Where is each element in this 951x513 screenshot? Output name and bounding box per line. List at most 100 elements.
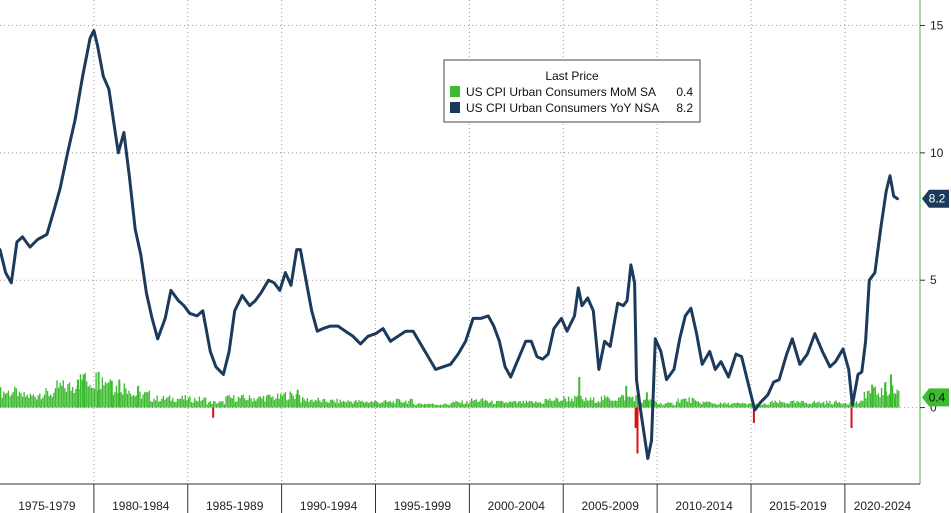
mom-bar (165, 398, 168, 408)
mom-bar (176, 398, 179, 408)
mom-bar (616, 400, 618, 408)
x-period-label-0: 1975-1979 (18, 499, 76, 513)
mom-bar (478, 401, 481, 408)
mom-bar (211, 403, 213, 408)
mom-bar (40, 399, 43, 408)
mom-bar (541, 403, 543, 408)
mom-bar (206, 404, 208, 408)
mom-bar-spike-0 (76, 379, 79, 408)
mom-bar (536, 402, 538, 408)
mom-bar (461, 400, 463, 408)
mom-bar (200, 400, 202, 408)
mom-bar (104, 382, 107, 408)
mom-bar (513, 401, 515, 408)
mom-bar (392, 401, 395, 408)
mom-bar (772, 402, 775, 408)
mom-bar (491, 400, 493, 408)
mom-bar (730, 404, 733, 408)
mom-bar (477, 402, 479, 408)
mom-bar (344, 401, 346, 408)
mom-bar (75, 389, 77, 408)
mom-bar (147, 392, 149, 408)
mom-bar (816, 402, 819, 408)
mom-bar (600, 396, 603, 408)
x-period-label-7: 2010-2014 (675, 499, 733, 513)
mom-bar (846, 404, 848, 408)
mom-bar (882, 395, 884, 408)
mom-bar (571, 398, 573, 408)
mom-bar (801, 400, 803, 408)
mom-bar (832, 404, 834, 408)
mom-bar (553, 400, 556, 408)
mom-bar (43, 394, 46, 408)
mom-bar (679, 402, 681, 408)
mom-bar (403, 402, 405, 408)
mom-bar (469, 401, 471, 408)
mom-bar (87, 386, 89, 408)
mom-bar (256, 398, 258, 408)
mom-bar (103, 385, 105, 408)
mom-bar-spike-4 (118, 379, 121, 408)
mom-bar (719, 402, 722, 408)
mom-bar (898, 390, 900, 408)
mom-bar (434, 404, 437, 408)
mom-bar-spike-8 (578, 377, 581, 408)
mom-bar (630, 397, 632, 408)
mom-bar (715, 404, 717, 408)
mom-bar (575, 396, 578, 408)
mom-bar (109, 379, 111, 408)
mom-bar (413, 403, 415, 408)
mom-bar (92, 387, 94, 408)
mom-bar (829, 400, 831, 408)
mom-bar (53, 392, 55, 408)
mom-bar (28, 397, 30, 408)
mom-bar (887, 395, 889, 408)
mom-bar (64, 387, 66, 408)
mom-bar (704, 402, 706, 408)
mom-bar (580, 395, 582, 408)
mom-bar (760, 405, 762, 408)
mom-bar (472, 400, 474, 408)
mom-bar (668, 402, 670, 408)
mom-bar (420, 404, 423, 408)
mom-bar (855, 401, 858, 408)
mom-bar (585, 397, 587, 408)
mom-bar (353, 401, 355, 408)
mom-bar (42, 397, 44, 408)
mom-bar (622, 395, 625, 408)
mom-bar (485, 399, 487, 408)
mom-bar (511, 401, 513, 408)
mom-bar (239, 397, 241, 408)
mom-bar (158, 401, 160, 408)
mom-bar (68, 382, 71, 408)
mom-bar (854, 402, 856, 408)
mom-bar (35, 399, 38, 408)
mom-bar (474, 400, 476, 408)
mom-bar (503, 403, 506, 408)
x-period-label-1: 1980-1984 (112, 499, 170, 513)
mom-bar (779, 400, 781, 408)
mom-bar (192, 402, 194, 408)
mom-last-value-badge-text: 0.4 (929, 390, 946, 404)
mom-bar (550, 400, 553, 408)
mom-bar (295, 394, 298, 408)
mom-bar (245, 400, 247, 408)
mom-bar (220, 401, 222, 408)
mom-bar (891, 385, 894, 408)
mom-bar (822, 401, 825, 408)
mom-bar (596, 402, 598, 408)
mom-bar (251, 401, 254, 408)
mom-bar (610, 400, 612, 408)
mom-bar (740, 403, 742, 408)
mom-bar (428, 403, 431, 408)
mom-bar (378, 403, 380, 408)
mom-bar (61, 385, 63, 408)
mom-bar (358, 400, 360, 408)
mom-bar (106, 383, 108, 408)
mom-bar (751, 403, 753, 408)
mom-bar (463, 404, 465, 408)
mom-bar (21, 396, 24, 408)
mom-bar (247, 399, 249, 408)
